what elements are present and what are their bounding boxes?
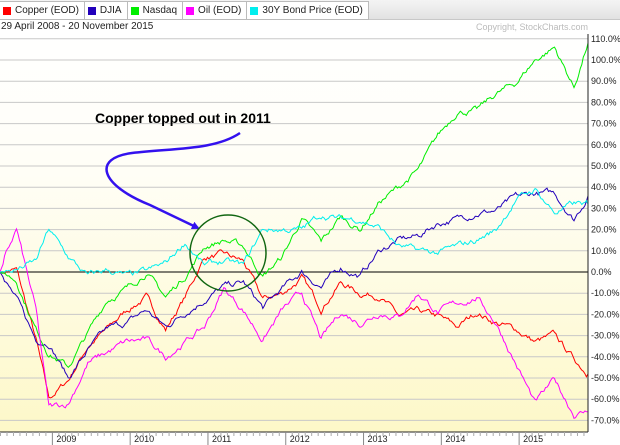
legend-label: Oil (EOD) [198,5,242,16]
y-tick-label: -40.0% [591,352,620,362]
legend-swatch [186,6,195,15]
date-range: 29 April 2008 - 20 November 2015 [1,21,154,32]
legend-bar: Copper (EOD) DJIA Nasdaq Oil (EOD) 30Y Bond … [0,0,620,20]
copyright: Copyright, StockCharts.com [475,22,588,32]
legend-label: Nasdaq [142,5,178,16]
x-tick-label: 2014 [445,434,465,444]
legend-item[interactable]: Copper (EOD) [0,1,85,20]
series-line-30y-bond-price-eod [0,187,589,276]
plot-background [0,34,588,432]
legend-swatch [3,6,11,15]
y-tick-label: 110.0% [591,34,620,44]
y-tick-label: 40.0% [591,182,617,192]
series-line-djia [0,187,589,379]
annotation-arrow [105,131,241,230]
legend-swatch [87,6,96,15]
y-tick-label: -20.0% [591,309,620,319]
legend-item[interactable]: Oil (EOD) [183,1,248,20]
series-line-copper-eod [0,249,589,399]
y-tick-label: 0.0% [591,267,612,277]
y-tick-label: -30.0% [591,331,620,341]
y-tick-label: 70.0% [591,119,617,129]
legend-label: Copper (EOD) [15,5,79,16]
x-tick-label: 2015 [523,434,543,444]
legend-item[interactable]: DJIA [84,1,128,20]
x-tick-label: 2013 [368,434,388,444]
y-tick-label: -70.0% [591,415,620,425]
y-tick-label: -60.0% [591,394,620,404]
y-tick-label: 30.0% [591,203,617,213]
annotation-text: Copper topped out in 2011 [95,110,271,126]
legend-item[interactable]: 30Y Bond Price (EOD) [247,1,369,20]
x-tick-label: 2010 [134,434,154,444]
y-tick-label: 90.0% [591,76,617,86]
legend-label: 30Y Bond Price (EOD) [262,5,363,16]
y-tick-label: 50.0% [591,161,617,171]
y-tick-label: -10.0% [591,288,620,298]
annotation-circle [189,214,267,292]
legend-swatch [250,6,259,15]
y-tick-label: -50.0% [591,373,620,383]
legend-swatch [130,6,139,15]
y-tick-label: 10.0% [591,246,617,256]
legend-item[interactable]: Nasdaq [127,1,184,20]
series-line-oil-eod [0,227,589,419]
x-tick-label: 2012 [290,434,310,444]
y-tick-label: 100.0% [591,55,620,65]
y-tick-label: 60.0% [591,140,617,150]
y-tick-label: 20.0% [591,225,617,235]
x-tick-label: 2011 [212,434,231,444]
x-tick-label: 2009 [56,434,76,444]
series-line-nasdaq [0,42,589,369]
legend-label: DJIA [99,5,122,16]
y-tick-label: 80.0% [591,97,617,107]
